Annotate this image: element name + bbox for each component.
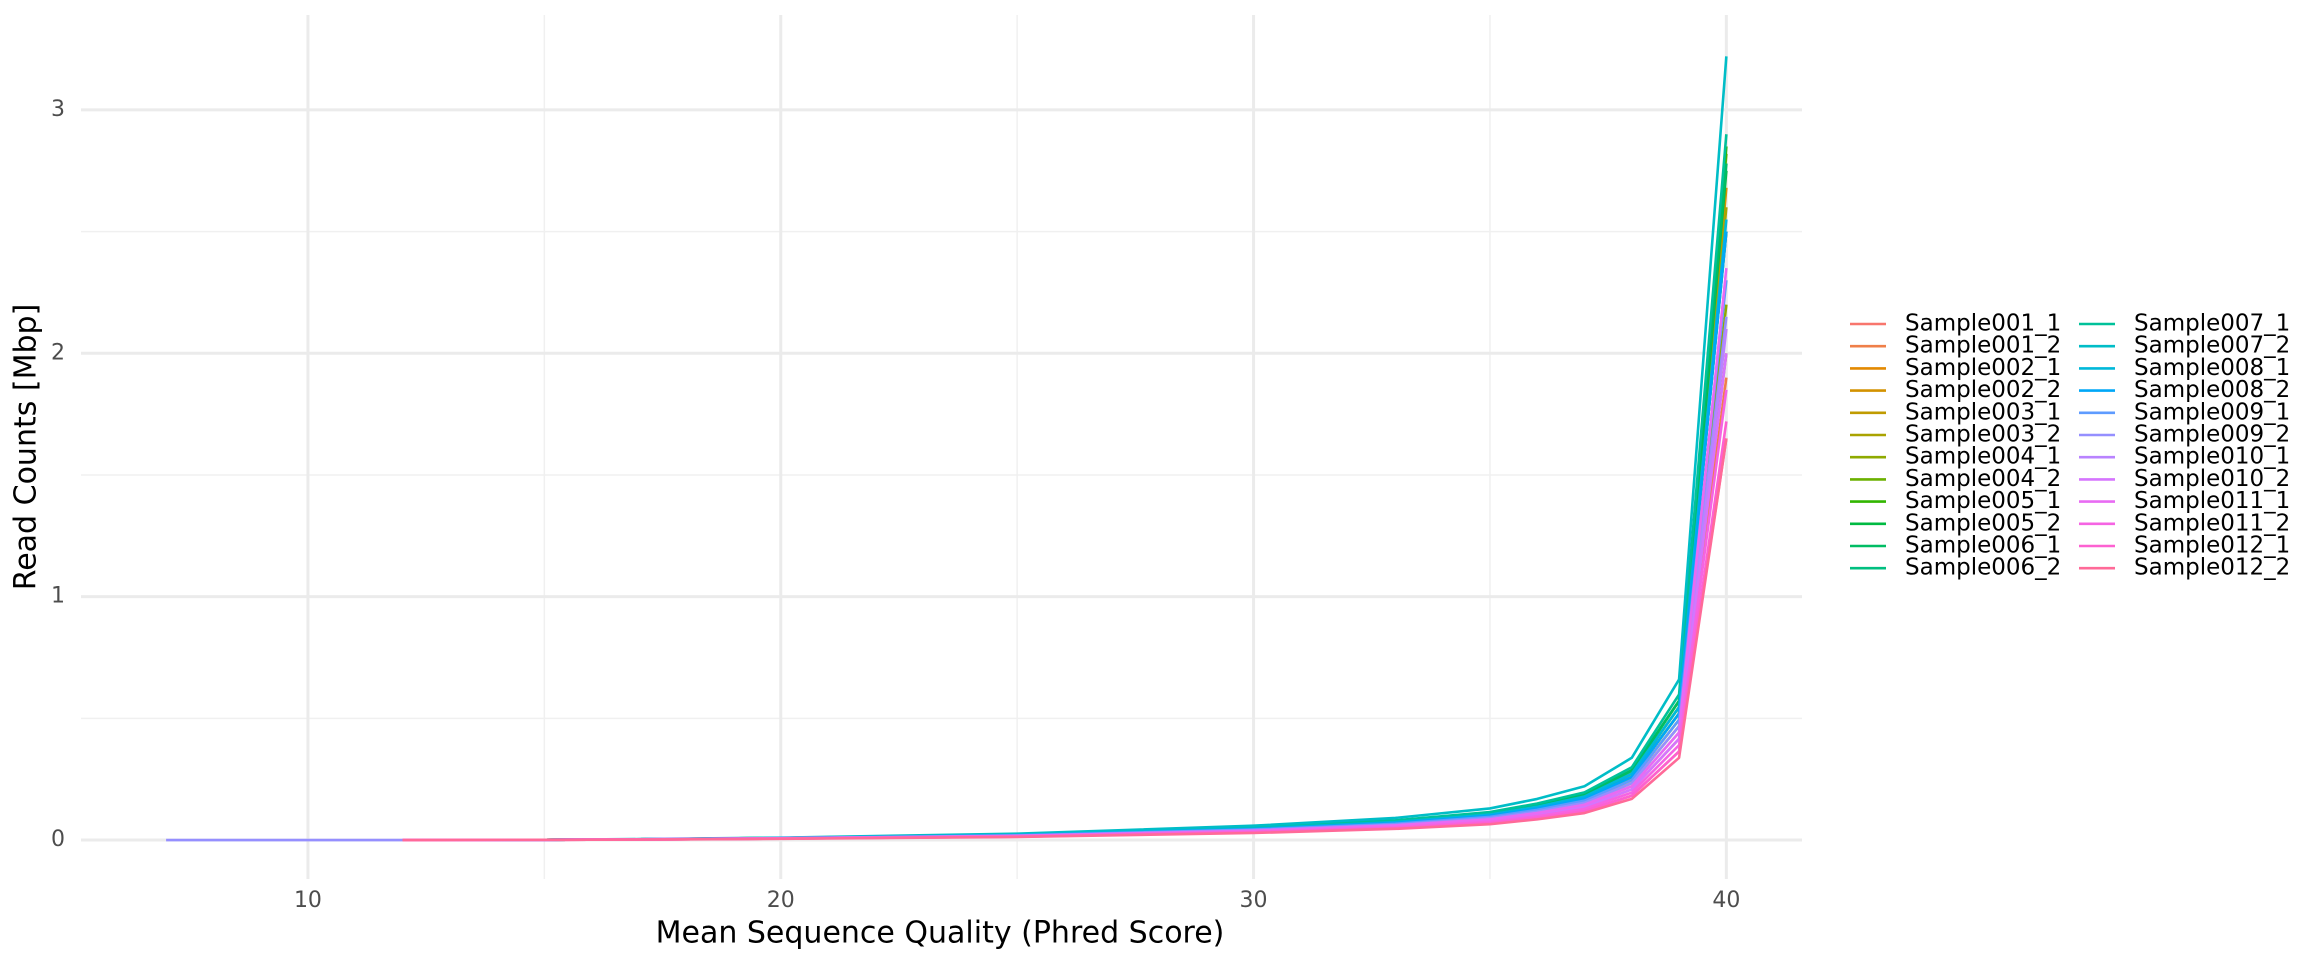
legend-label: Sample003_2 [1905,422,2061,448]
series-line [402,438,1728,842]
y-tick-label: 1 [51,584,65,609]
series-line [402,56,1728,842]
y-tick-label: 2 [51,340,65,365]
series-line [402,421,1728,842]
x-tick-label: 20 [767,888,795,913]
x-tick-label: 30 [1240,888,1268,913]
legend-label: Sample008_1 [2134,355,2290,381]
legend-label: Sample008_2 [2134,377,2290,403]
legend-label: Sample004_2 [1905,466,2061,492]
series-line [402,231,1728,842]
legend-label: Sample004_1 [1905,444,2061,470]
series-line [402,207,1728,842]
series-line [402,187,1728,842]
legend-label: Sample012_2 [2134,555,2290,581]
x-tick-label: 40 [1712,888,1740,913]
series-line [402,231,1728,842]
series-line [402,304,1728,842]
series-line [402,170,1728,842]
legend-label: Sample011_1 [2134,488,2290,514]
legend-label: Sample001_2 [1905,333,2061,359]
series-line [402,280,1728,842]
series-line [402,438,1728,842]
legend-label: Sample009_2 [2134,422,2290,448]
legend-label: Sample002_2 [1905,377,2061,403]
legend-label: Sample009_1 [2134,399,2290,425]
series-line [402,328,1728,842]
x-tick-label: 10 [294,888,322,913]
y-axis-title: Read Counts [Mbp] [9,304,44,591]
legend-label: Sample005_2 [1905,510,2061,536]
x-axis-title: Mean Sequence Quality (Phred Score) [656,916,1225,951]
series-line [402,231,1728,842]
legend-label: Sample003_1 [1905,399,2061,425]
series-line [402,389,1728,842]
legend-label: Sample007_1 [2134,311,2290,337]
legend-label: Sample005_1 [1905,488,2061,514]
series-line [402,134,1728,842]
series-line [402,377,1728,842]
legend-label: Sample010_1 [2134,444,2290,470]
legend-label: Sample012_1 [2134,533,2290,559]
series-line [402,146,1728,842]
legend-label: Sample001_1 [1905,311,2061,337]
y-tick-label: 0 [51,827,65,852]
y-tick-label: 3 [51,97,65,122]
series-line [402,163,1728,842]
legend-label: Sample006_2 [1905,555,2061,581]
legend-label: Sample002_1 [1905,355,2061,381]
series-line [402,153,1728,842]
legend-label: Sample007_2 [2134,333,2290,359]
series-line [166,316,1728,842]
legend-label: Sample006_1 [1905,533,2061,559]
legend-label: Sample010_2 [2134,466,2290,492]
series-line [402,219,1728,842]
legend-label: Sample011_2 [2134,510,2290,536]
